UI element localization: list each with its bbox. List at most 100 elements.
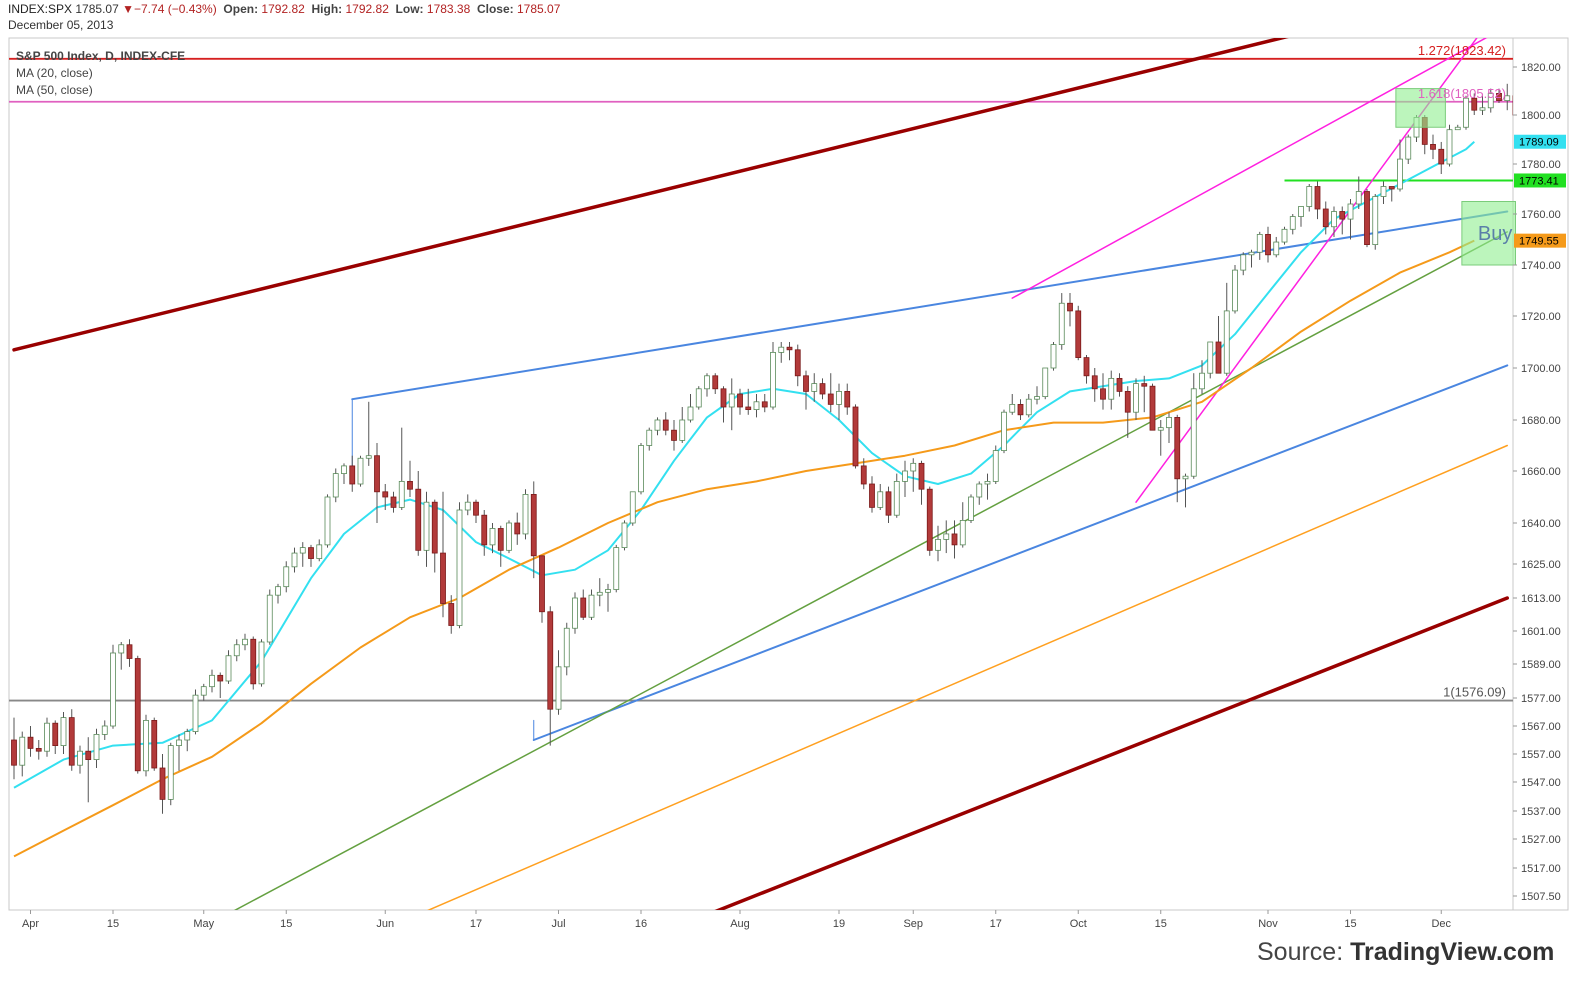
candle	[1248, 249, 1255, 268]
candle-body	[1364, 191, 1370, 245]
candle	[374, 442, 380, 523]
candle-body	[1240, 254, 1247, 271]
candle-body	[1339, 211, 1346, 220]
candle-body	[588, 594, 595, 618]
candle-body	[530, 493, 537, 557]
candle-body	[1273, 241, 1280, 256]
candle-body	[415, 488, 422, 551]
candle	[1496, 88, 1502, 103]
candle	[1388, 186, 1395, 202]
candle	[737, 388, 743, 415]
trend-line	[12, 38, 1289, 352]
candle	[1075, 305, 1082, 361]
candle	[497, 525, 504, 567]
candle	[440, 491, 446, 618]
candle	[704, 373, 710, 397]
candle-body	[52, 722, 59, 747]
candle-body	[1256, 233, 1263, 253]
candle-body	[704, 375, 710, 390]
y-tick-label: 1507.50	[1521, 891, 1561, 903]
candle-body	[555, 666, 562, 710]
candle-body	[1124, 390, 1131, 413]
candle	[1149, 383, 1156, 431]
candle	[77, 745, 83, 774]
candle-body	[687, 406, 694, 421]
candle-body	[654, 419, 661, 431]
candle-body	[440, 552, 446, 604]
candle-body	[926, 488, 933, 551]
candle-body	[819, 383, 826, 395]
candle	[786, 342, 793, 361]
candle	[1091, 368, 1098, 402]
candle	[489, 523, 496, 554]
trend-line	[351, 210, 1509, 401]
candle	[217, 672, 224, 698]
candle-body	[464, 501, 471, 511]
candle	[1364, 189, 1370, 248]
candle-body	[803, 375, 809, 392]
candle-body	[679, 419, 686, 441]
candle	[167, 742, 174, 806]
candle	[720, 386, 727, 423]
candle-body	[869, 483, 875, 508]
candle	[902, 460, 908, 497]
candle-body	[1166, 416, 1172, 429]
low-value: 1783.38	[426, 2, 471, 16]
symbol-header: INDEX:SPX 1785.07 ▼−7.74 (−0.43%) Open: …	[8, 2, 560, 32]
candle	[1067, 293, 1073, 327]
candle-body	[431, 501, 438, 554]
candle	[539, 555, 545, 623]
candle-body	[1001, 411, 1007, 452]
candle	[712, 373, 719, 394]
candle-body	[902, 470, 908, 482]
x-tick-label: 15	[107, 918, 119, 930]
price-tag	[1514, 173, 1566, 188]
candle-body	[19, 736, 26, 766]
candle-body	[341, 465, 347, 474]
candle-body	[852, 406, 859, 467]
price-tag	[1514, 134, 1566, 149]
candle	[1487, 88, 1494, 113]
candle	[1100, 373, 1106, 410]
candle	[687, 394, 694, 423]
trend-line	[532, 364, 1509, 741]
candle-body	[1075, 310, 1082, 358]
candle	[893, 473, 900, 518]
y-tick-label: 1740.00	[1521, 260, 1561, 272]
candle	[1405, 134, 1412, 164]
candle	[1397, 139, 1403, 192]
candle	[11, 717, 17, 780]
trend-line	[233, 231, 1508, 910]
candle-body	[605, 589, 611, 593]
candle-body	[572, 597, 578, 629]
level-label: 1.618(1805.52)	[1418, 86, 1506, 101]
candle-body	[349, 465, 356, 485]
price-tag-label: 1749.55	[1519, 236, 1559, 248]
y-tick-label: 1567.00	[1521, 721, 1561, 733]
candle-body	[1174, 416, 1181, 480]
open-label: Open:	[223, 2, 259, 16]
candle	[1190, 373, 1197, 479]
last-price: 1785.07	[75, 2, 119, 16]
price-chart[interactable]: 1.272(1823.42) 1.618(1805.52) 1(1576.09) Bu…	[0, 0, 1575, 940]
candle-body	[662, 419, 669, 431]
candle-body	[992, 450, 999, 482]
candle	[68, 709, 75, 771]
candle	[283, 561, 290, 593]
candle	[60, 712, 67, 754]
candle	[390, 491, 397, 513]
candle-body	[877, 491, 884, 508]
y-tick-label: 1527.00	[1521, 834, 1561, 846]
candle-body	[11, 739, 17, 766]
candle	[728, 378, 735, 431]
candle	[1034, 386, 1040, 405]
candle-body	[233, 644, 240, 657]
candle	[415, 471, 422, 556]
moving-average-line	[13, 239, 1475, 858]
candle	[1223, 282, 1230, 376]
x-tick-label: 17	[470, 918, 482, 930]
candle	[464, 494, 471, 516]
candle	[481, 510, 488, 556]
level-label: 1.272(1823.42)	[1418, 43, 1506, 58]
candle	[1108, 370, 1115, 410]
